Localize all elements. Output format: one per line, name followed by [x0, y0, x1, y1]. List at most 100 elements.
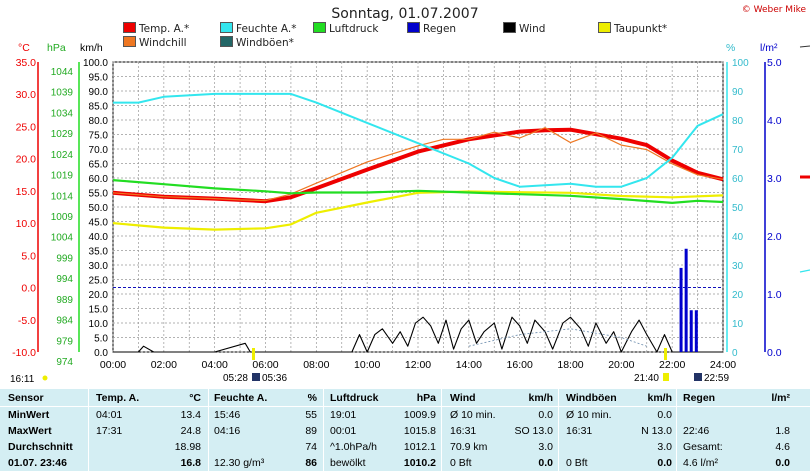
table-cell: 1012.1	[403, 441, 436, 453]
table-header: Windböen	[566, 392, 617, 404]
table-row-label: MinWert	[8, 409, 50, 421]
humidity-tick-label: 50	[732, 203, 744, 214]
legend-item: Windböen*	[220, 36, 294, 49]
pressure-tick-label: 984	[56, 316, 73, 327]
table-cell: 70.9 km	[450, 441, 488, 453]
table-cell: 00:01	[330, 425, 357, 437]
pressure-tick-label: 1039	[51, 88, 74, 99]
pressure-tick-label: 1034	[51, 108, 74, 119]
temp-tick-label: -5.0	[18, 315, 36, 327]
legend-label: Temp. A.*	[139, 23, 190, 35]
table-cell: 16:31	[566, 425, 593, 437]
time-tick-label: 14:00	[456, 359, 482, 371]
temp-tick-label: 20.0	[16, 154, 37, 166]
table-cell: 1009.9	[403, 409, 436, 421]
wind-tick-label: 75.0	[89, 131, 109, 142]
wind-tick-label: 10.0	[89, 319, 109, 330]
wind-tick-label: 20.0	[89, 290, 109, 301]
sunrise-label-a: 05:28	[223, 373, 248, 384]
legend-label: Feuchte A.*	[236, 23, 297, 35]
pressure-tick-label: 994	[56, 274, 73, 285]
humidity-tick-label: 30	[732, 261, 744, 272]
table-cell: 15:46	[214, 409, 241, 421]
rain-tick-label: 0.0	[767, 347, 782, 359]
table-cell: 3.0	[657, 441, 672, 453]
temp-tick-label: 0.0	[21, 283, 36, 295]
legend-label: Regen	[423, 23, 457, 35]
rain-tick-label: 2.0	[767, 231, 782, 243]
table-divider	[441, 389, 442, 471]
rain-bar	[689, 310, 693, 352]
wind-tick-label: 25.0	[89, 276, 109, 287]
legend-item: Temp. A.*	[123, 22, 189, 35]
pressure-tick-label: 1004	[51, 233, 74, 244]
table-cell: 55	[305, 409, 317, 421]
humidity-tick-label: 90	[732, 87, 744, 98]
wind-tick-label: 85.0	[89, 102, 109, 113]
humidity-tick-label: 0	[732, 348, 738, 359]
wind-tick-label: 80.0	[89, 116, 109, 127]
table-cell: 16:31	[450, 425, 477, 437]
table-cell: 18.98	[174, 441, 201, 453]
legend-swatch	[220, 22, 233, 33]
legend-item: Feuchte A.*	[220, 22, 297, 35]
table-cell: SO 13.0	[514, 425, 553, 437]
time-left-label: 16:11	[10, 374, 35, 385]
copyright-text: © Weber Mike	[741, 5, 806, 15]
legend-label: Windchill	[139, 37, 187, 49]
rain-unit-label: l/m²	[760, 42, 778, 54]
wind-unit-label: km/h	[80, 42, 103, 54]
pressure-tick-label: 1009	[51, 212, 74, 223]
table-cell: 1.8	[775, 425, 790, 437]
temp-tick-label: 30.0	[16, 89, 37, 101]
sunset-icon	[694, 373, 702, 381]
edge-mark	[799, 45, 810, 48]
temp-tick-label: 5.0	[21, 250, 36, 262]
pressure-tick-label: 1044	[51, 67, 74, 78]
pressure-tick-label: 1019	[51, 171, 74, 182]
series-line-luftdruck	[112, 179, 724, 204]
table-divider	[323, 389, 324, 471]
table-cell: 89	[305, 425, 317, 437]
temp-tick-label: 15.0	[16, 186, 37, 198]
table-cell: 0.0	[775, 457, 790, 469]
wind-tick-label: 90.0	[89, 87, 109, 98]
table-cell: 0 Bft	[566, 457, 588, 469]
table-header: Wind	[450, 392, 476, 404]
table-cell: 0.0	[657, 409, 672, 421]
table-divider	[0, 406, 810, 407]
time-tick-label: 22:00	[659, 359, 685, 371]
time-tick-label: 08:00	[303, 359, 329, 371]
wind-tick-label: 55.0	[89, 189, 109, 200]
table-divider	[558, 389, 559, 471]
time-tick-label: 10:00	[354, 359, 380, 371]
table-cell: 12.30 g/m³	[214, 457, 265, 469]
humidity-tick-label: 70	[732, 145, 744, 156]
time-tick-label: 16:00	[507, 359, 533, 371]
pressure-tick-label: 999	[56, 253, 73, 264]
wind-tick-label: 50.0	[89, 203, 109, 214]
table-cell: 4.6	[775, 441, 790, 453]
table-header: Luftdruck	[330, 392, 379, 404]
humidity-tick-label: 20	[732, 290, 744, 301]
pressure-tick-label: 1024	[51, 150, 74, 161]
table-header: Sensor	[8, 392, 44, 404]
wind-tick-label: 35.0	[89, 247, 109, 258]
series-line-wind	[113, 316, 723, 353]
wind-tick-label: 95.0	[89, 73, 109, 84]
time-tick-label: 06:00	[252, 359, 278, 371]
table-cell: 17:31	[96, 425, 123, 437]
table-cell: N 13.0	[641, 425, 672, 437]
time-tick-label: 18:00	[557, 359, 583, 371]
table-cell: 1010.2	[403, 457, 436, 469]
wind-tick-label: 30.0	[89, 261, 109, 272]
table-header: Feuchte A.	[214, 392, 268, 404]
table-cell: 13.4	[180, 409, 201, 421]
table-cell: 0.0	[657, 457, 672, 469]
table-cell: 19:01	[330, 409, 357, 421]
table-cell: 4.6 l/m²	[683, 457, 719, 469]
rain-bar	[684, 248, 688, 352]
sunset-marker	[664, 348, 667, 360]
weather-chart: °C hPa km/h% l/m² 35.0 30.0 25.0 20.0 15.0 10.0 5.…	[10, 42, 810, 385]
table-divider	[676, 389, 677, 471]
